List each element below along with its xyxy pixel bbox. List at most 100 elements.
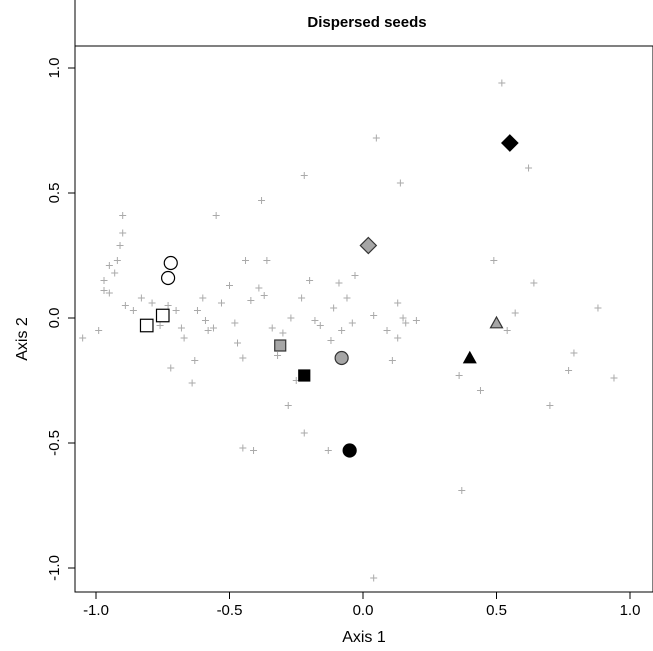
plus-point <box>511 309 519 317</box>
triangle-marker <box>462 350 477 364</box>
plus-point <box>164 302 172 309</box>
plus-point <box>119 212 127 219</box>
plus-point <box>121 302 129 309</box>
plus-point <box>388 357 396 364</box>
plus-point <box>327 337 335 344</box>
plus-point <box>402 319 410 327</box>
y-axis-label: Axis 2 <box>14 317 31 361</box>
diamond-marker <box>501 134 519 152</box>
x-tick-label: 0.5 <box>486 602 507 619</box>
plus-point <box>199 294 207 302</box>
plus-point <box>274 352 282 359</box>
plus-point <box>247 297 255 304</box>
plus-point <box>458 487 466 494</box>
plus-point <box>594 304 602 312</box>
plus-point <box>412 317 420 324</box>
plus-point <box>137 294 145 302</box>
plus-point <box>79 334 87 342</box>
plus-point <box>193 307 201 314</box>
circle-marker <box>160 270 176 286</box>
y-tick-label: -0.5 <box>46 430 63 456</box>
plus-point <box>476 387 484 394</box>
plus-point <box>113 257 121 264</box>
plus-point <box>116 242 124 249</box>
plus-point <box>338 327 346 334</box>
plus-point <box>372 134 380 142</box>
plus-point <box>330 304 338 312</box>
plus-point <box>610 374 618 382</box>
square-marker <box>139 318 154 333</box>
y-tick-label: 0.0 <box>46 308 63 329</box>
x-tick-label: -0.5 <box>217 602 243 619</box>
plus-point <box>335 279 343 287</box>
plus-point <box>180 334 188 342</box>
plus-point <box>242 257 250 264</box>
y-tick-label: 0.5 <box>46 183 63 204</box>
circle-marker <box>334 350 349 366</box>
plus-point <box>105 262 113 269</box>
plus-point <box>250 447 258 454</box>
plus-point <box>263 257 271 264</box>
plus-point <box>370 574 378 582</box>
plus-point <box>348 319 356 327</box>
plus-point <box>226 282 233 289</box>
plus-point <box>167 364 175 372</box>
square-marker <box>274 339 287 352</box>
plus-point <box>231 319 239 327</box>
plus-point <box>255 284 263 292</box>
plus-point <box>311 317 319 324</box>
plus-point <box>100 287 108 294</box>
plus-point <box>119 229 127 237</box>
circle-marker <box>342 443 357 458</box>
plus-point <box>455 372 463 379</box>
plus-point <box>284 402 292 409</box>
x-axis: -1.0-0.50.00.51.01.5 <box>83 591 653 619</box>
plus-point <box>105 289 113 297</box>
square-marker <box>155 308 170 323</box>
plus-point <box>370 312 378 319</box>
points-layer <box>79 79 618 582</box>
plus-point <box>546 402 554 409</box>
plus-point <box>300 172 308 179</box>
x-tick-label: -1.0 <box>83 602 109 619</box>
plus-point <box>95 327 103 334</box>
plus-point <box>287 314 295 322</box>
plus-point <box>399 314 407 322</box>
plus-point <box>204 327 212 334</box>
plus-point <box>394 334 402 342</box>
plus-point <box>191 357 199 364</box>
plus-point <box>324 447 332 454</box>
plus-point <box>565 367 573 374</box>
plus-point <box>300 429 308 437</box>
plus-point <box>212 212 220 219</box>
x-tick-label: 0.0 <box>353 602 374 619</box>
plus-point <box>396 179 404 187</box>
plus-point <box>316 322 324 329</box>
plus-point <box>351 272 359 279</box>
chart-title: Dispersed seeds <box>307 14 426 31</box>
plus-point <box>234 339 242 347</box>
y-tick-label: -1.0 <box>46 555 63 581</box>
triangle-marker <box>489 315 504 329</box>
plus-point <box>570 349 578 357</box>
plus-point <box>111 269 119 277</box>
plus-point <box>279 329 287 337</box>
plus-point <box>383 327 391 334</box>
plus-point <box>490 257 498 264</box>
x-tick-label: 1.0 <box>620 602 641 619</box>
plus-point <box>201 317 209 324</box>
diamond-marker <box>359 236 378 255</box>
plus-point <box>209 324 217 332</box>
y-tick-label: 1.0 <box>46 58 63 79</box>
plus-point <box>156 322 164 329</box>
plus-point <box>503 327 511 334</box>
plus-point <box>217 299 225 307</box>
square-marker <box>298 369 311 382</box>
plus-point <box>530 279 538 287</box>
plus-point <box>260 292 268 299</box>
plus-point <box>258 197 266 204</box>
y-axis: -1.0-0.50.00.51.01.5 <box>46 0 76 581</box>
plus-point <box>394 299 402 307</box>
plus-point <box>298 294 306 302</box>
